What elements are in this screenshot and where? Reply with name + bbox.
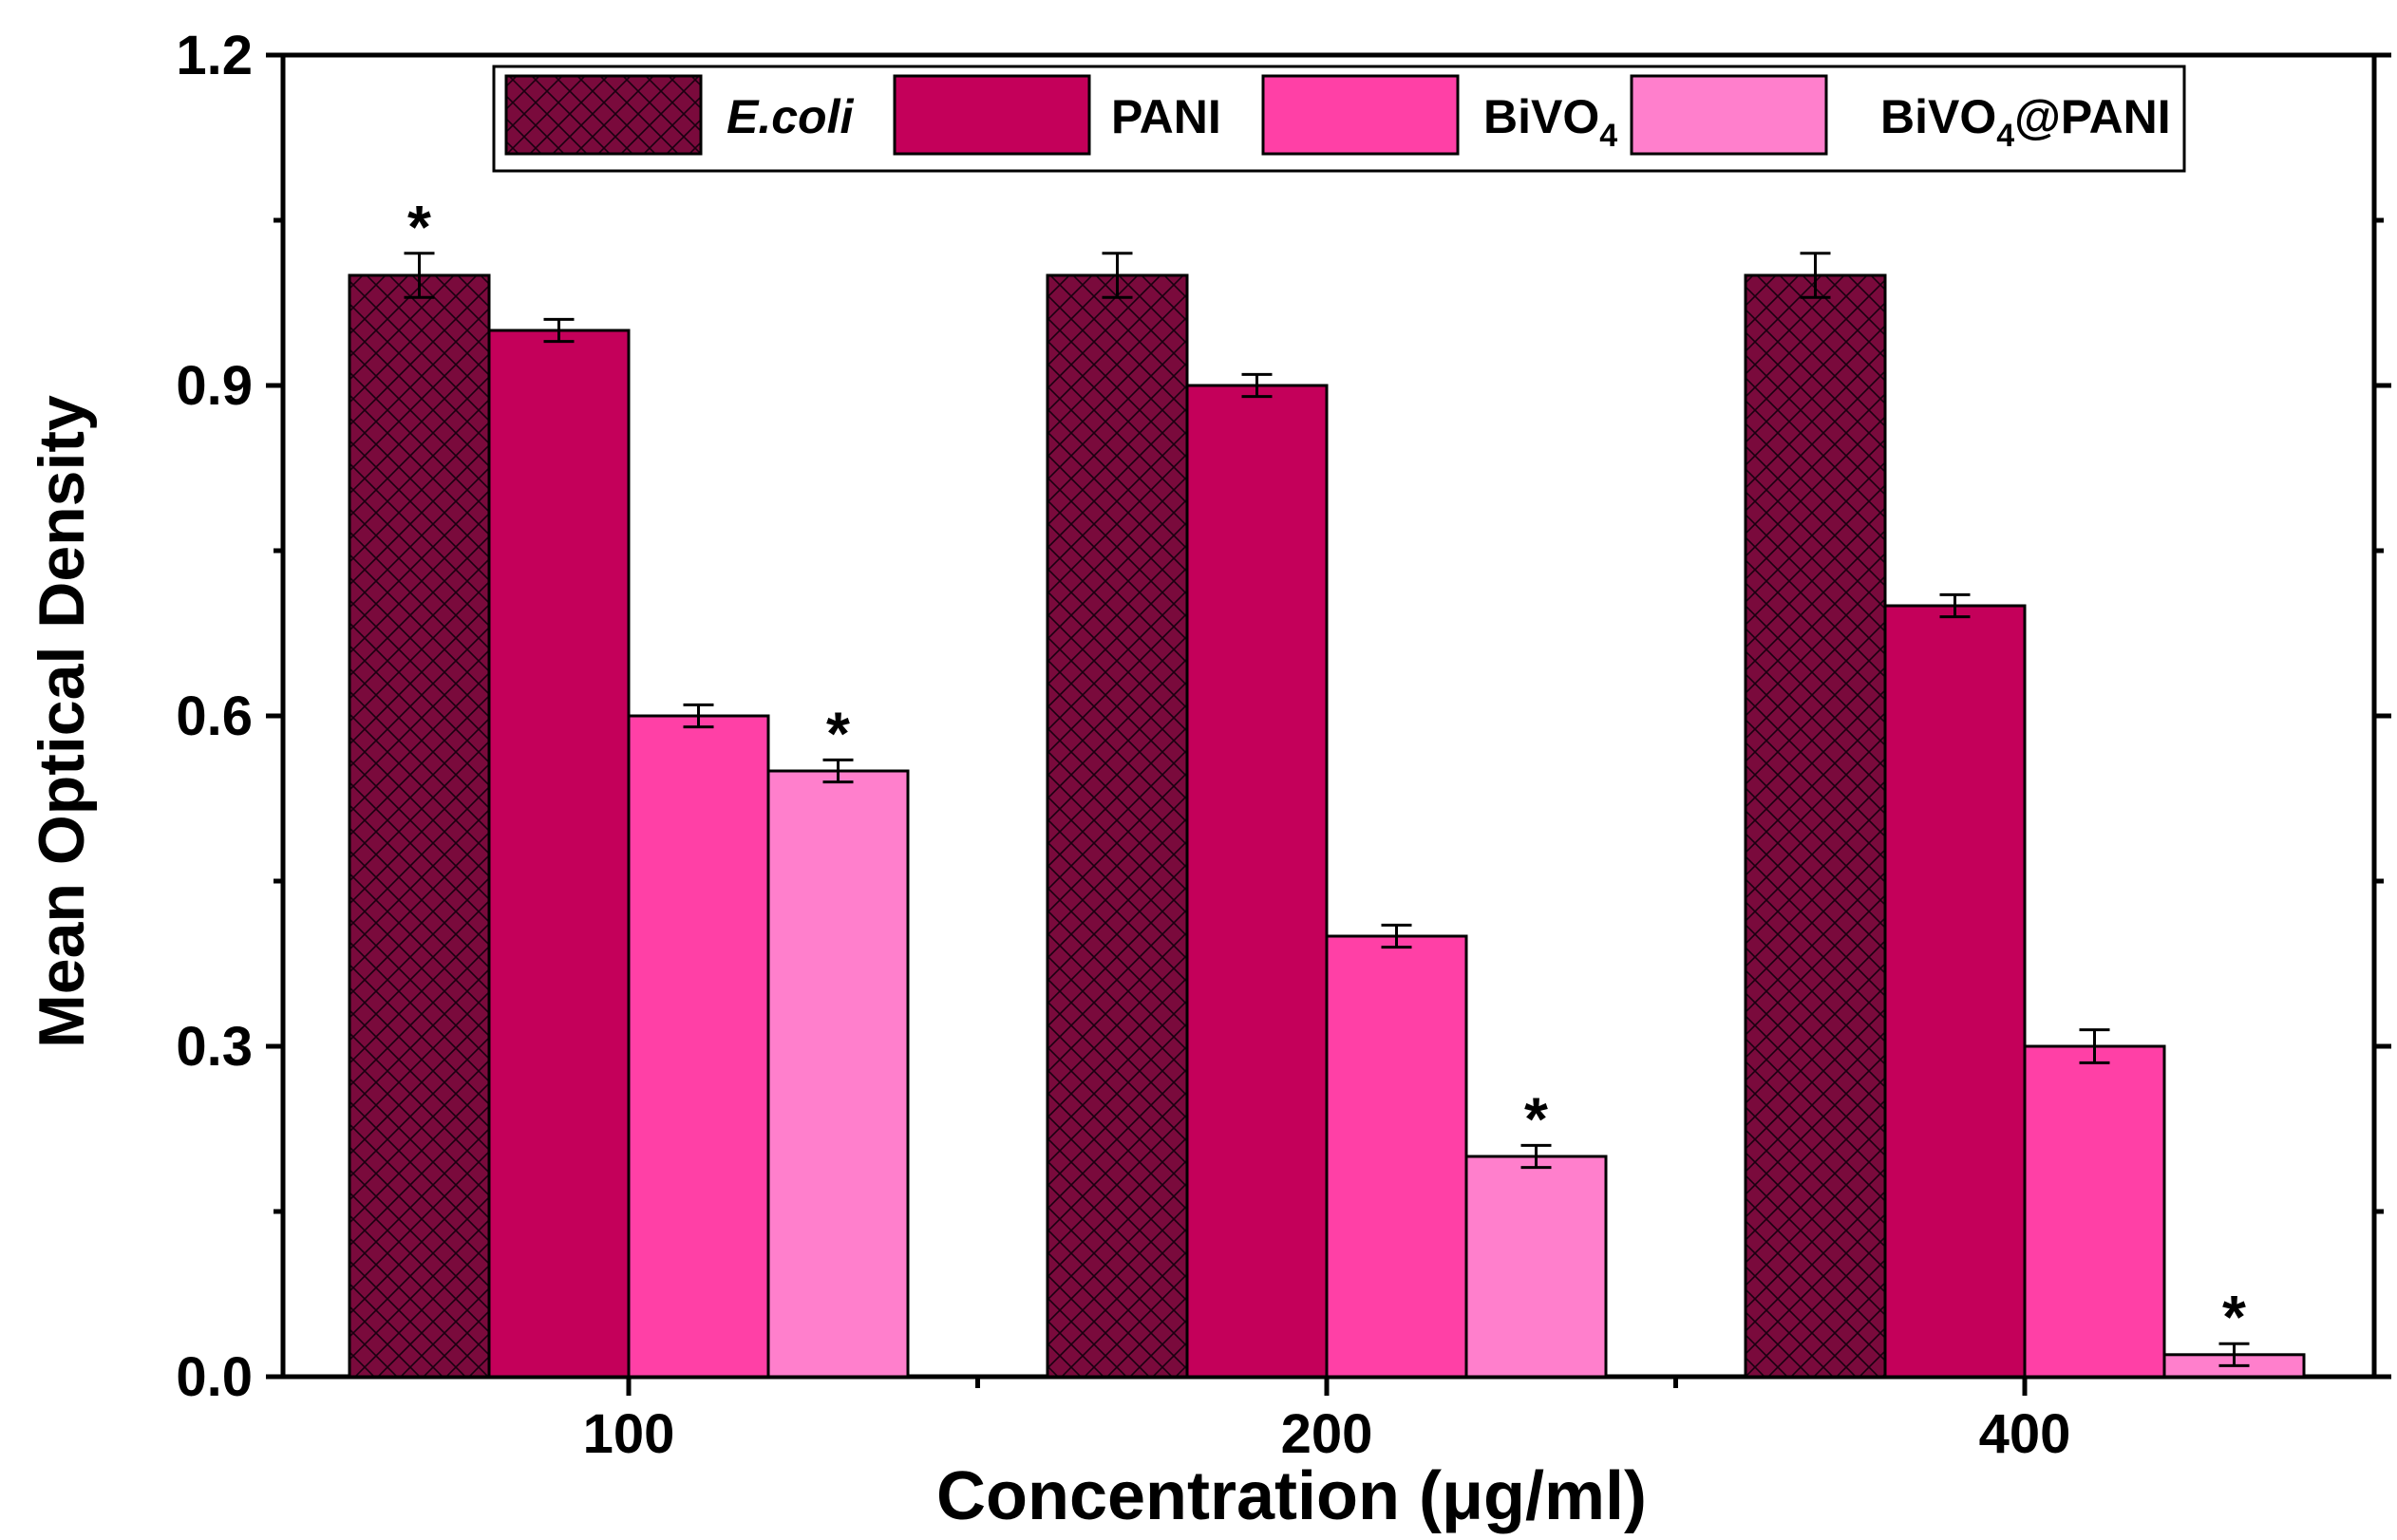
bar-pani-200 <box>1185 384 1329 1379</box>
legend-swatch <box>1261 74 1460 156</box>
bar-bivo4-400 <box>2023 1044 2166 1379</box>
legend: E.coli PANI BiVO4 BiVO4@PANI <box>492 65 2186 173</box>
y-tick-label: 0.9 <box>176 355 253 417</box>
y-tick-label: 1.2 <box>176 25 253 86</box>
y-axis-title: Mean Optical Density <box>26 395 98 1048</box>
x-tick-label: 200 <box>1281 1403 1373 1465</box>
x-axis-title: Concentration (μg/ml) <box>936 1458 1647 1534</box>
legend-label: PANI <box>1111 90 1221 143</box>
legend-label: BiVO4 <box>1483 90 1617 154</box>
significance-star: * <box>1524 1084 1548 1153</box>
significance-star: * <box>2222 1283 2246 1351</box>
significance-star: * <box>407 193 431 261</box>
bar-bivo4-100 <box>627 714 770 1379</box>
legend-label: BiVO4@PANI <box>1880 90 2171 154</box>
y-tick-label: 0.3 <box>176 1016 253 1078</box>
legend-swatch <box>1630 74 1828 156</box>
bar-bivo4-pani-100 <box>766 769 910 1379</box>
bar-e-coli-100 <box>348 273 491 1379</box>
bar-bivo4-pani-200 <box>1464 1155 1608 1379</box>
legend-swatch <box>893 74 1091 156</box>
y-tick-label: 0.0 <box>176 1346 253 1408</box>
bar-e-coli-400 <box>1744 273 1887 1379</box>
bar-bivo4-200 <box>1325 934 1468 1379</box>
legend-swatch <box>504 74 703 156</box>
bar-e-coli-200 <box>1046 273 1189 1379</box>
significance-star: * <box>826 699 850 767</box>
bar-pani-100 <box>487 329 631 1379</box>
y-tick-label: 0.6 <box>176 685 253 747</box>
legend-label: E.coli <box>727 90 854 143</box>
x-tick-label: 100 <box>583 1403 675 1465</box>
x-tick-label: 400 <box>1979 1403 2071 1465</box>
bar-pani-400 <box>1883 604 2027 1379</box>
